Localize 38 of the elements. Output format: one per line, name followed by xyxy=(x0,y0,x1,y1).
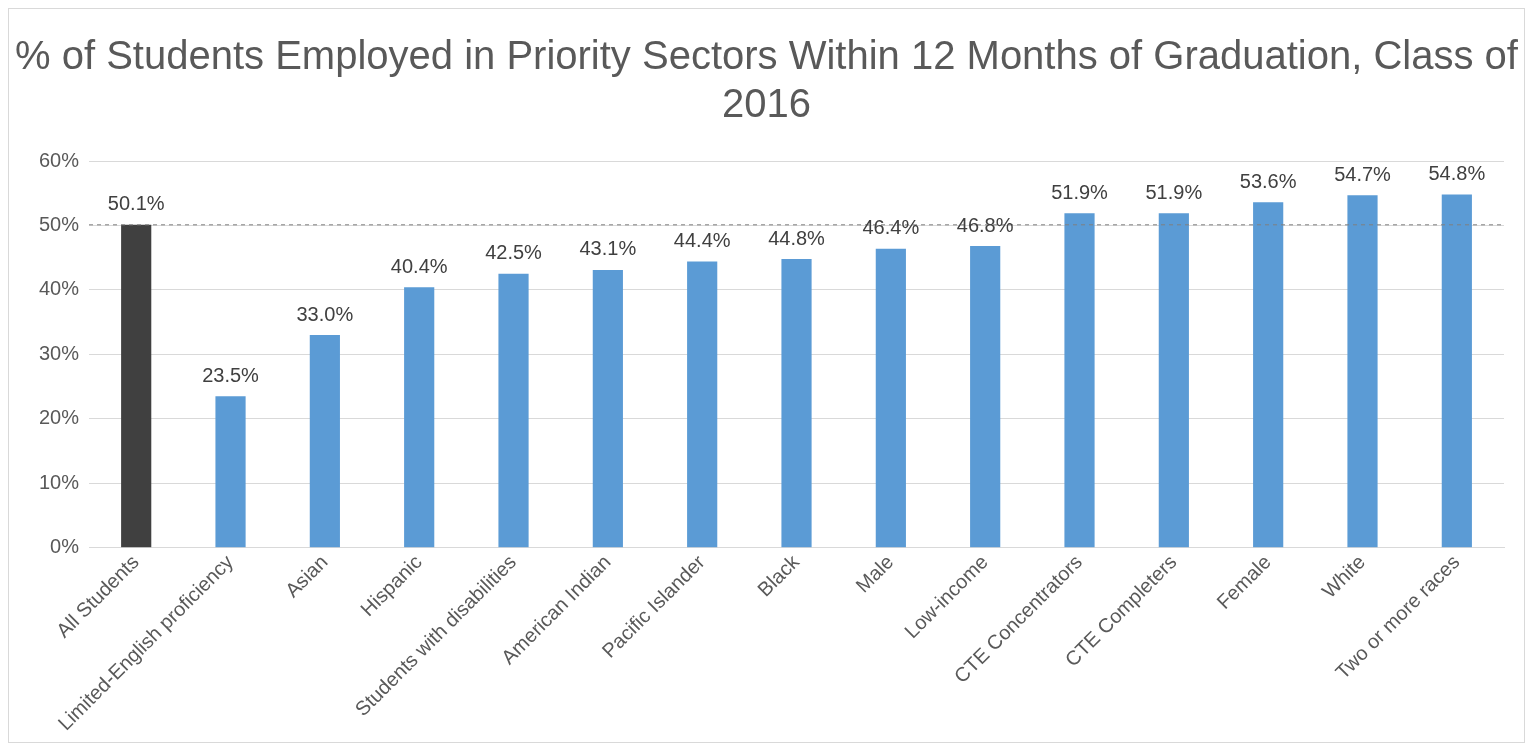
data-label: 46.8% xyxy=(956,213,1014,236)
bar xyxy=(498,273,529,548)
bar xyxy=(1441,194,1472,548)
data-label: 53.6% xyxy=(1239,169,1297,192)
bar xyxy=(781,259,812,548)
bar xyxy=(309,335,340,548)
data-label: 23.5% xyxy=(202,363,260,386)
bar xyxy=(215,396,246,548)
y-tick-label: 20% xyxy=(39,406,80,429)
data-label: 43.1% xyxy=(579,237,637,260)
bar xyxy=(1253,202,1284,548)
data-label: 54.7% xyxy=(1334,162,1392,185)
data-label: 40.4% xyxy=(390,254,448,277)
y-tick-label: 60% xyxy=(39,148,80,171)
data-label: 51.9% xyxy=(1051,180,1109,203)
y-tick-label: 50% xyxy=(39,212,80,235)
y-tick-label: 40% xyxy=(39,277,80,300)
data-label: 44.4% xyxy=(673,229,731,252)
bar xyxy=(875,248,906,548)
bar xyxy=(1064,213,1095,548)
bar xyxy=(1347,195,1378,548)
data-label: 50.1% xyxy=(107,192,165,215)
bar xyxy=(970,246,1001,548)
data-label: 44.8% xyxy=(768,226,826,249)
data-label: 46.4% xyxy=(862,216,920,239)
y-tick-label: 0% xyxy=(50,535,80,558)
bar xyxy=(592,269,623,548)
data-label: 33.0% xyxy=(296,302,354,325)
data-label: 42.5% xyxy=(485,241,543,264)
bar xyxy=(404,287,435,548)
data-label: 54.8% xyxy=(1428,162,1486,185)
y-tick-label: 10% xyxy=(39,470,80,493)
chart-title: % of Students Employed in Priority Sectors Within 12 Months of Graduation, Class of 2016 xyxy=(14,32,1519,127)
data-label: 51.9% xyxy=(1145,180,1203,203)
y-tick-label: 30% xyxy=(39,341,80,364)
bar xyxy=(1158,213,1189,548)
bar xyxy=(121,224,152,548)
bar xyxy=(687,261,718,548)
